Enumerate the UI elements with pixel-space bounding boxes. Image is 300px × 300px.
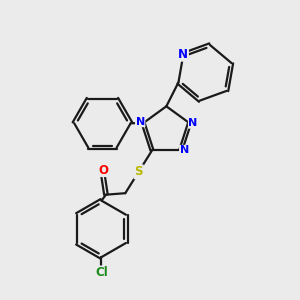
- Text: N: N: [136, 117, 145, 127]
- Text: N: N: [180, 146, 189, 155]
- Text: S: S: [134, 165, 143, 178]
- Text: Cl: Cl: [95, 266, 108, 279]
- Text: N: N: [188, 118, 198, 128]
- Text: O: O: [98, 164, 108, 176]
- Text: N: N: [178, 48, 188, 61]
